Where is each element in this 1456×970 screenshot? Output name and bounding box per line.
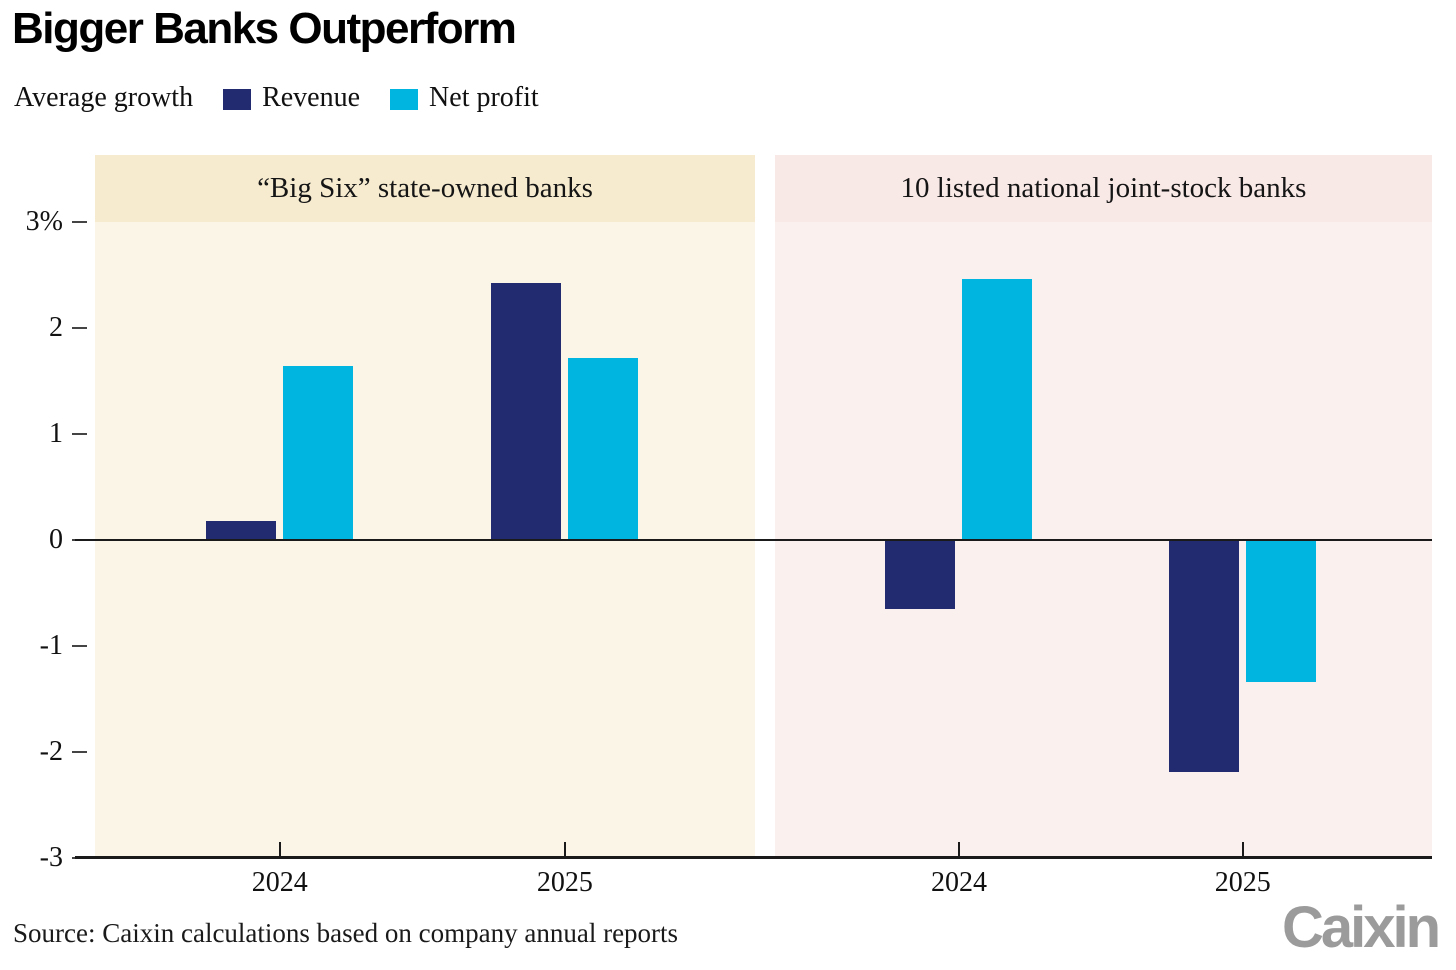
panel-title: “Big Six” state-owned banks	[95, 155, 755, 222]
y-tick-dash	[72, 327, 87, 329]
x-tick-2025	[563, 842, 566, 857]
y-tick-dash	[72, 433, 87, 435]
zero-baseline	[75, 539, 1432, 541]
bar--big-six-state-owned-banks-2024-revenue	[206, 520, 277, 540]
caixin-logo: Caixin	[1281, 895, 1441, 960]
y-tick-3%: 3%	[26, 206, 87, 238]
x-label-2024: 2024	[930, 867, 987, 898]
bar--big-six-state-owned-banks-2025-net-profit	[568, 357, 639, 540]
panel-joint-stock: 10 listed national joint-stock banks	[775, 155, 1432, 858]
y-tick-label: -3	[39, 842, 63, 873]
y-tick-dash	[72, 221, 87, 223]
y-tick-2: 2	[49, 312, 87, 344]
x-label-2025: 2025	[536, 867, 593, 898]
x-label-2024: 2024	[251, 867, 308, 898]
bar-10-listed-national-joint-stock-banks-2025-revenue	[1169, 540, 1240, 773]
chart: 3% 2 1 0 -1 -2 -3 “Big Six” state-owned banks …	[0, 155, 1456, 915]
x-tick-2024	[278, 842, 281, 857]
y-tick--1: -1	[40, 630, 87, 662]
legend-item-label: Revenue	[262, 82, 361, 113]
bar--big-six-state-owned-banks-2025-revenue	[491, 283, 562, 540]
legend-item-revenue: Revenue	[223, 82, 360, 114]
y-tick-label: -1	[39, 630, 63, 661]
y-tick-label: 1	[49, 418, 63, 449]
y-tick-dash	[72, 751, 87, 753]
y-tick-label: 3%	[25, 206, 63, 237]
legend-label: Average growth	[14, 82, 194, 113]
bar-10-listed-national-joint-stock-banks-2024-revenue	[885, 540, 956, 609]
bar--big-six-state-owned-banks-2024-net-profit	[283, 366, 354, 540]
source-note: Source: Caixin calculations based on com…	[13, 918, 679, 948]
net-profit-swatch-icon	[390, 88, 419, 110]
panel-big-six: “Big Six” state-owned banks	[95, 155, 755, 858]
panel-title: 10 listed national joint-stock banks	[775, 155, 1432, 222]
x-axis-line	[75, 856, 1432, 859]
y-axis: 3% 2 1 0 -1 -2 -3	[0, 155, 95, 873]
y-tick-1: 1	[49, 418, 87, 450]
y-tick-dash	[72, 645, 87, 647]
x-tick-2024	[957, 842, 960, 857]
legend: Average growth Revenue Net profit	[14, 82, 539, 114]
x-tick-2025	[1241, 842, 1244, 857]
x-label-2025: 2025	[1214, 867, 1271, 898]
y-tick--2: -2	[40, 736, 87, 768]
revenue-swatch-icon	[223, 88, 252, 110]
legend-item-net-profit: Net profit	[390, 82, 539, 114]
bar-10-listed-national-joint-stock-banks-2024-net-profit	[962, 279, 1033, 540]
page-title: Bigger Banks Outperform	[12, 4, 517, 53]
y-tick-label: 0	[49, 524, 63, 555]
legend-item-label: Net profit	[429, 82, 539, 113]
y-tick-label: -2	[39, 736, 63, 767]
y-tick-label: 2	[49, 312, 63, 343]
bar-10-listed-national-joint-stock-banks-2025-net-profit	[1246, 540, 1317, 683]
